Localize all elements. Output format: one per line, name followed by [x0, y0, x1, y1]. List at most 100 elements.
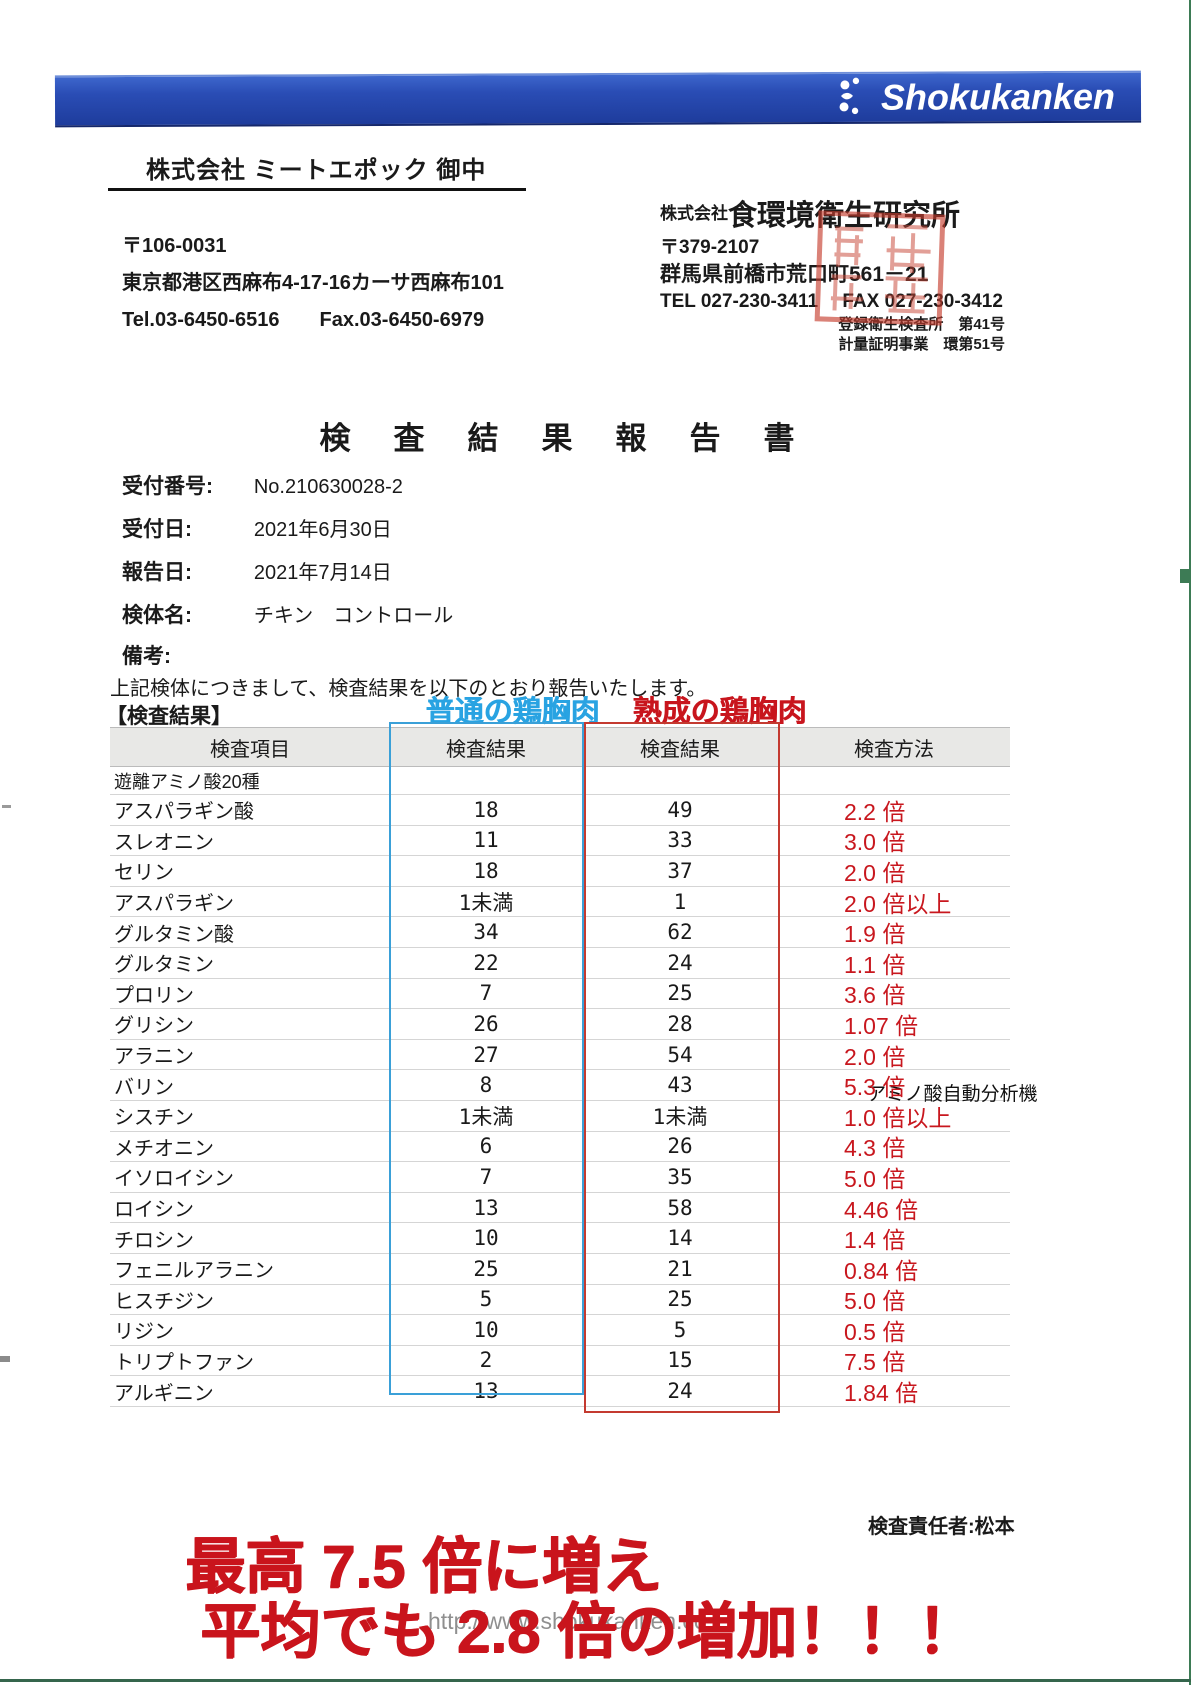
recipient-postal: 〒106-0031	[122, 235, 227, 257]
document-title: 検 査 結 果 報 告 書	[319, 421, 801, 456]
aged-result-cell: 58	[667, 1195, 693, 1220]
item-name-cell: トリプトファン	[114, 1351, 254, 1374]
lab-registration-2: 計量証明事業 環第51号	[838, 336, 1005, 353]
table-row: ロイシン 13 58 4.46 倍	[110, 1193, 1010, 1224]
meta-row-remarks: 備考:	[122, 640, 248, 670]
recipient-tel-fax: Tel.03-6450-6516 Fax.03-6450-6979	[122, 309, 485, 331]
scan-edge-bottom	[0, 1679, 1191, 1682]
item-name-cell: アラニン	[114, 1046, 194, 1069]
aged-result-cell: 37	[667, 858, 693, 883]
results-rows: アスパラギン酸 18 49 2.2 倍スレオニン 11 33 3.0 倍セリン 18 37 2.0…	[110, 795, 1010, 1407]
brand-name: Shokukanken	[880, 75, 1116, 118]
normal-result-cell: 26	[473, 1011, 499, 1036]
results-table: 検査項目 検査結果 検査結果 検査方法 遊離アミノ酸20種 アスパラギン酸 18 4…	[110, 727, 1038, 1407]
normal-result-cell: 13	[473, 1195, 499, 1220]
aged-result-cell: 24	[667, 950, 693, 975]
table-row: アラニン 27 54 2.0 倍	[110, 1040, 1010, 1071]
table-row: チロシン 10 14 1.4 倍	[110, 1223, 1010, 1254]
table-row: ヒスチジン 5 25 5.0 倍	[110, 1285, 1010, 1316]
normal-result-cell: 22	[473, 950, 499, 975]
company-seal-stamp	[814, 210, 946, 326]
meta-label: 備考:	[122, 645, 171, 668]
table-row: スレオニン 11 33 3.0 倍	[110, 826, 1010, 857]
normal-result-cell: 11	[473, 828, 499, 853]
meta-row-reception-date: 受付日: 2021年6月30日	[122, 513, 392, 543]
ratio-annotation: 1.4 倍	[844, 1227, 906, 1254]
normal-result-cell: 10	[473, 1317, 499, 1342]
aged-result-cell: 54	[667, 1042, 693, 1067]
ratio-annotation: 7.5 倍	[844, 1349, 906, 1376]
ratio-annotation: 5.3 倍	[844, 1074, 906, 1101]
aged-result-cell: 25	[667, 981, 693, 1006]
recipient-address: 東京都港区西麻布4-17-16カーサ西麻布101	[122, 272, 504, 294]
ratio-annotation: 3.6 倍	[844, 982, 906, 1009]
header-aged-result-column: 検査結果	[640, 738, 720, 761]
shokukanken-logo-icon	[831, 75, 875, 120]
normal-result-cell: 5	[479, 1287, 493, 1312]
item-name-cell: ロイシン	[114, 1199, 194, 1222]
normal-result-cell: 6	[479, 1134, 493, 1159]
ratio-annotation: 4.46 倍	[844, 1196, 919, 1223]
table-row: グルタミン 22 24 1.1 倍	[110, 948, 1010, 979]
scan-artifact-mark	[2, 805, 11, 808]
callout-line-2: 平均でも 2.8 倍の増加！！！	[200, 1598, 977, 1665]
item-name-cell: シスチン	[114, 1107, 194, 1130]
item-name-cell: リジン	[114, 1321, 174, 1344]
ratio-annotation: 5.0 倍	[844, 1165, 906, 1192]
item-name-cell: メチオニン	[114, 1137, 214, 1160]
table-row: プロリン 7 25 3.6 倍	[110, 979, 1010, 1010]
ratio-annotation: 2.0 倍	[844, 1043, 906, 1070]
lab-address: 群馬県前橋市荒口町561－21	[660, 263, 929, 286]
aged-result-cell: 1	[673, 889, 687, 914]
normal-result-cell: 34	[473, 920, 499, 945]
brand-header-bar: Shokukanken	[54, 70, 1142, 128]
normal-result-cell: 1未満	[458, 1104, 514, 1129]
aged-result-cell: 49	[667, 797, 693, 822]
aged-result-cell: 62	[667, 920, 693, 945]
meta-label: 受付日:	[122, 518, 192, 541]
normal-result-cell: 8	[479, 1073, 493, 1098]
table-row: メチオニン 6 26 4.3 倍	[110, 1132, 1010, 1163]
meta-value: チキン コントロール	[253, 605, 454, 627]
item-name-cell: フェニルアラニン	[114, 1260, 274, 1283]
meta-label: 受付番号:	[122, 475, 213, 498]
aged-result-cell: 35	[667, 1164, 693, 1189]
item-name-cell: ヒスチジン	[114, 1290, 214, 1313]
meta-value: No.210630028-2	[253, 476, 403, 498]
ratio-annotation: 1.0 倍以上	[844, 1104, 952, 1131]
ratio-annotation: 1.84 倍	[844, 1380, 919, 1407]
results-table-header: 検査項目 検査結果 検査結果 検査方法	[110, 727, 1010, 767]
ratio-annotation: 5.0 倍	[844, 1288, 906, 1315]
table-row: フェニルアラニン 25 21 0.84 倍	[110, 1254, 1010, 1285]
table-row: アスパラギン酸 18 49 2.2 倍	[110, 795, 1010, 826]
item-name-cell: スレオニン	[114, 831, 214, 854]
aged-result-cell: 25	[667, 1287, 693, 1312]
aged-chicken-label: 熟成の鶏胸肉	[632, 696, 807, 728]
normal-result-cell: 1未満	[458, 890, 514, 915]
table-row: トリプトファン 2 15 7.5 倍	[110, 1346, 1010, 1377]
meta-row-sample-name: 検体名: チキン コントロール	[122, 599, 453, 629]
header-normal-result-column: 検査結果	[446, 738, 526, 761]
callout-line-1: 最高 7.5 倍に増え	[185, 1533, 662, 1600]
table-row: シスチン 1未満 1未満 1.0 倍以上	[110, 1101, 1010, 1132]
normal-result-cell: 7	[479, 1164, 493, 1189]
ratio-annotation: 1.07 倍	[844, 1012, 919, 1039]
table-row: アスパラギン 1未満 1 2.0 倍以上	[110, 887, 1010, 918]
normal-result-cell: 27	[473, 1042, 499, 1067]
table-row: イソロイシン 7 35 5.0 倍	[110, 1162, 1010, 1193]
item-name-cell: アスパラギン	[114, 893, 234, 916]
ratio-annotation: 0.5 倍	[844, 1318, 906, 1345]
meta-row-reception-number: 受付番号: No.210630028-2	[122, 470, 403, 500]
item-name-cell: グルタミン	[114, 954, 214, 977]
normal-result-cell: 10	[473, 1226, 499, 1251]
recipient-underline	[108, 188, 526, 191]
table-row: バリン 8 43 5.3 倍	[110, 1070, 1010, 1101]
aged-result-cell: 26	[667, 1134, 693, 1159]
aged-result-cell: 43	[667, 1073, 693, 1098]
table-row: リジン 10 5 0.5 倍	[110, 1315, 1010, 1346]
ratio-annotation: 1.1 倍	[844, 951, 906, 978]
normal-result-cell: 13	[473, 1379, 499, 1404]
item-name-cell: グルタミン酸	[114, 923, 234, 946]
meta-value: 2021年7月14日	[253, 562, 392, 584]
results-section-heading: 【検査結果】	[106, 705, 232, 728]
